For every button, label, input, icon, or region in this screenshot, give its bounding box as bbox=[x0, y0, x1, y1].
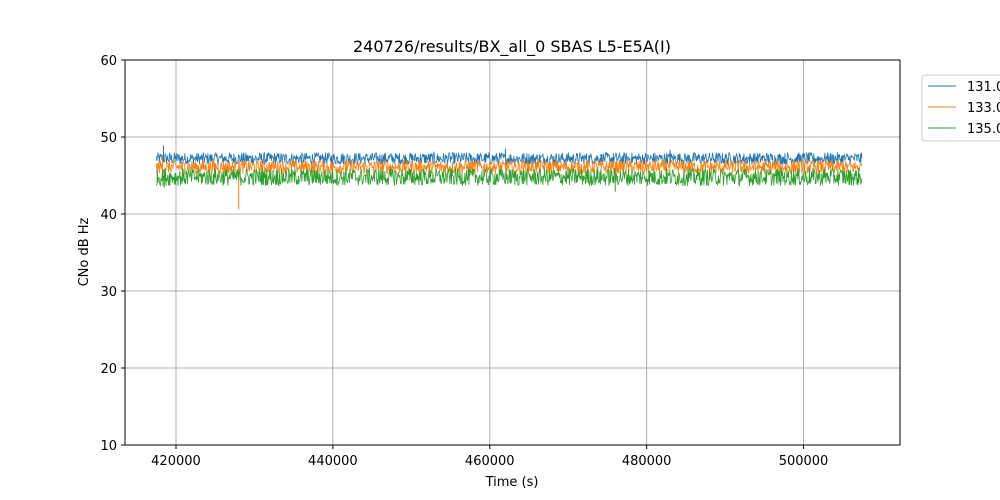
y-axis-label: CNo dB Hz bbox=[77, 217, 92, 286]
grid-lines bbox=[125, 60, 900, 445]
series-line-133-0 bbox=[156, 158, 863, 176]
legend-label: 131.0 bbox=[967, 80, 1000, 95]
chart-title: 240726/results/BX_all_0 SBAS L5-E5A(I) bbox=[353, 37, 671, 57]
y-tick-label: 20 bbox=[100, 362, 117, 377]
x-tick-label: 500000 bbox=[779, 454, 829, 469]
y-tick-label: 40 bbox=[100, 208, 117, 223]
series-line-135-0 bbox=[156, 166, 863, 188]
legend: 131.0 133.0 135.0 bbox=[921, 74, 1000, 142]
legend-label: 133.0 bbox=[967, 101, 1000, 116]
y-tick-label: 60 bbox=[100, 54, 117, 69]
legend-label: 135.0 bbox=[967, 122, 1000, 137]
x-tick-label: 420000 bbox=[151, 454, 201, 469]
y-axis-ticks: 10 20 30 40 50 60 bbox=[100, 54, 125, 454]
x-axis-ticks: 420000 440000 460000 480000 500000 bbox=[151, 445, 828, 469]
x-tick-label: 460000 bbox=[465, 454, 515, 469]
plot-series bbox=[156, 145, 863, 210]
x-tick-label: 440000 bbox=[308, 454, 358, 469]
plot-area-frame bbox=[124, 59, 901, 446]
y-tick-label: 10 bbox=[100, 439, 117, 454]
y-tick-label: 30 bbox=[100, 285, 117, 300]
legend-box bbox=[921, 74, 1000, 142]
y-tick-label: 50 bbox=[100, 131, 117, 146]
x-tick-label: 480000 bbox=[622, 454, 672, 469]
x-axis-label: Time (s) bbox=[485, 475, 539, 490]
series-line-131-0 bbox=[156, 150, 863, 167]
